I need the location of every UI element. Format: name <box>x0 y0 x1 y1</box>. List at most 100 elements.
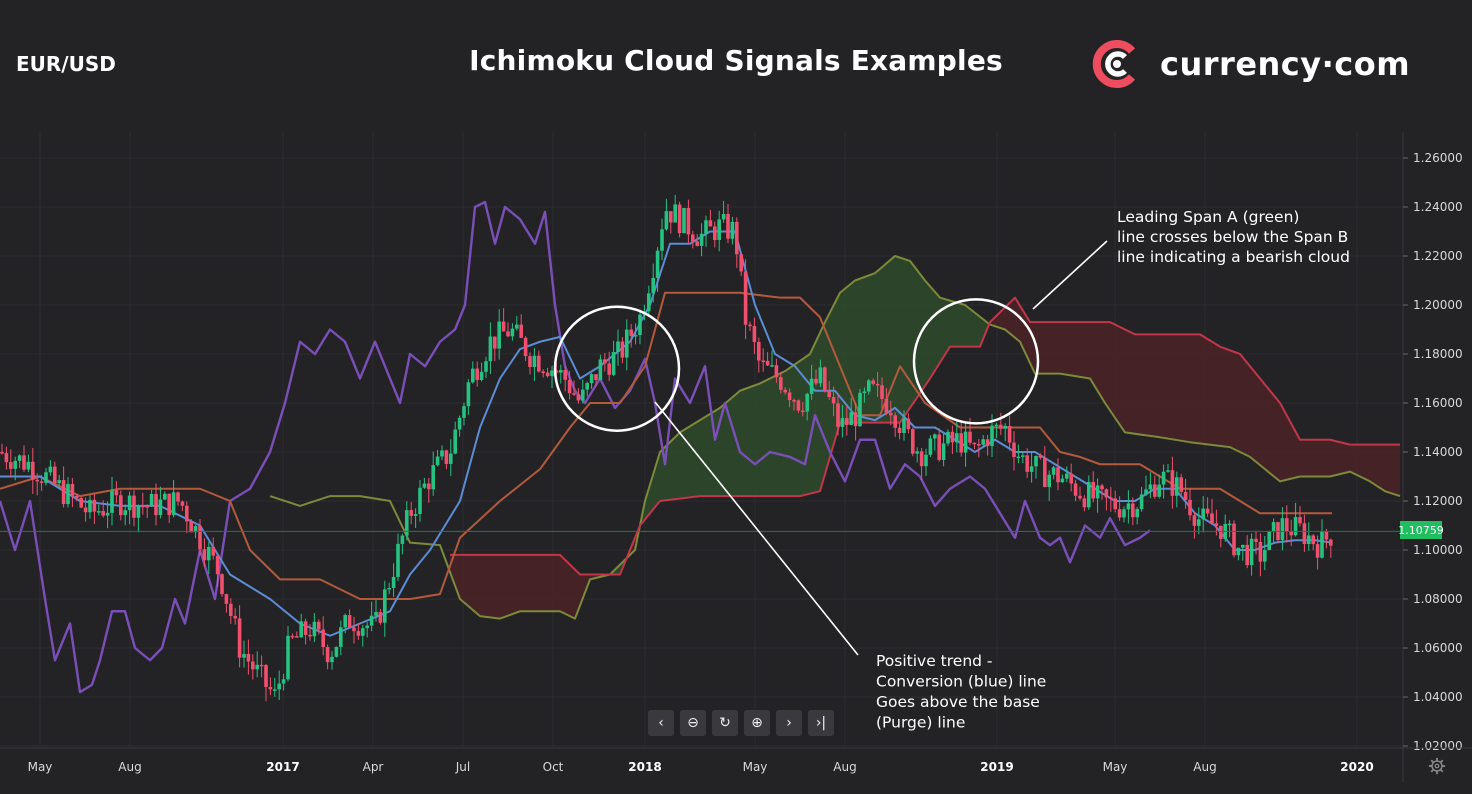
candle <box>105 501 110 529</box>
currency-com-logo-icon <box>1092 40 1136 88</box>
candle <box>616 329 620 366</box>
candle <box>537 350 541 373</box>
candle <box>1205 497 1210 517</box>
candle <box>211 537 215 560</box>
candle <box>1082 495 1087 512</box>
lagging-span-line <box>0 200 1151 694</box>
scroll-left-button[interactable]: ‹ <box>648 710 674 736</box>
candle <box>801 401 805 417</box>
candle <box>215 554 220 588</box>
candle <box>396 533 400 581</box>
candle <box>1236 547 1241 561</box>
candle <box>1104 488 1109 511</box>
candle <box>783 387 787 395</box>
candle <box>1056 458 1060 491</box>
candle <box>1113 490 1117 513</box>
candle <box>717 210 721 252</box>
candle <box>466 379 471 415</box>
candle <box>132 490 136 527</box>
candle <box>581 379 585 404</box>
candle <box>299 613 303 638</box>
candle <box>1078 486 1082 501</box>
candle <box>264 663 268 702</box>
candle <box>475 361 479 387</box>
candle <box>1126 490 1131 524</box>
candle <box>449 439 453 476</box>
candle <box>295 631 299 638</box>
highlight-circle <box>912 298 1040 425</box>
candle <box>255 651 259 678</box>
candle <box>576 388 581 404</box>
candle <box>1298 506 1302 527</box>
candle <box>1179 473 1183 496</box>
candle <box>325 644 330 670</box>
candle <box>1139 486 1144 512</box>
x-tick-label: Aug <box>833 760 856 774</box>
candle <box>66 477 70 508</box>
annotation-overlays: Leading Span A (green) line crosses below… <box>0 208 1402 732</box>
candle <box>805 392 809 421</box>
y-tick-label: 1.12000 <box>1413 494 1463 508</box>
candle <box>603 352 607 372</box>
candle <box>510 323 515 341</box>
candle <box>286 626 290 682</box>
candle <box>479 362 484 382</box>
candle <box>981 434 985 447</box>
candle <box>154 483 158 526</box>
x-tick-label: Aug <box>118 760 141 774</box>
candle <box>158 486 163 519</box>
candle <box>550 365 554 389</box>
candle <box>765 352 770 367</box>
candle <box>273 677 277 697</box>
candle <box>127 491 132 525</box>
candle <box>1302 514 1307 552</box>
x-tick-label: 2017 <box>266 760 299 774</box>
candle <box>893 412 897 437</box>
candle <box>163 491 167 501</box>
candle <box>48 460 53 476</box>
candle <box>594 374 598 387</box>
candle <box>937 428 941 462</box>
candle <box>427 477 431 503</box>
candle <box>497 309 501 360</box>
candle <box>101 500 105 518</box>
candle <box>453 421 457 455</box>
candle <box>1047 470 1051 501</box>
candle <box>233 608 237 625</box>
candle <box>752 317 757 354</box>
candle <box>1245 535 1249 569</box>
candle <box>391 563 396 598</box>
zoom-in-button[interactable]: ⊕ <box>744 710 770 736</box>
candle <box>1276 521 1280 543</box>
candle <box>959 422 963 457</box>
candle <box>1153 475 1157 499</box>
candle <box>532 347 537 381</box>
brand-logo: currency·com <box>1092 38 1410 90</box>
candle <box>431 451 435 496</box>
candle <box>655 247 660 292</box>
candle <box>897 423 902 440</box>
y-tick-label: 1.14000 <box>1413 445 1463 459</box>
candle <box>673 194 677 223</box>
candle <box>823 366 827 393</box>
candle <box>796 399 801 413</box>
scroll-right-button[interactable]: › <box>776 710 802 736</box>
go-to-end-button[interactable]: ›| <box>808 710 834 736</box>
candle <box>1161 464 1166 499</box>
candle <box>0 443 4 455</box>
candle <box>1144 475 1148 496</box>
candle <box>369 601 374 632</box>
reset-button[interactable]: ↻ <box>712 710 738 736</box>
candle <box>1166 463 1170 473</box>
candle <box>572 380 576 396</box>
candle <box>814 369 818 386</box>
zoom-out-button[interactable]: ⊖ <box>680 710 706 736</box>
candle <box>1060 474 1065 483</box>
candle <box>686 199 691 244</box>
candle <box>638 309 642 345</box>
candle <box>849 397 853 426</box>
gear-icon[interactable] <box>1428 757 1446 775</box>
y-tick-label: 1.16000 <box>1413 396 1463 410</box>
candle <box>875 372 880 398</box>
